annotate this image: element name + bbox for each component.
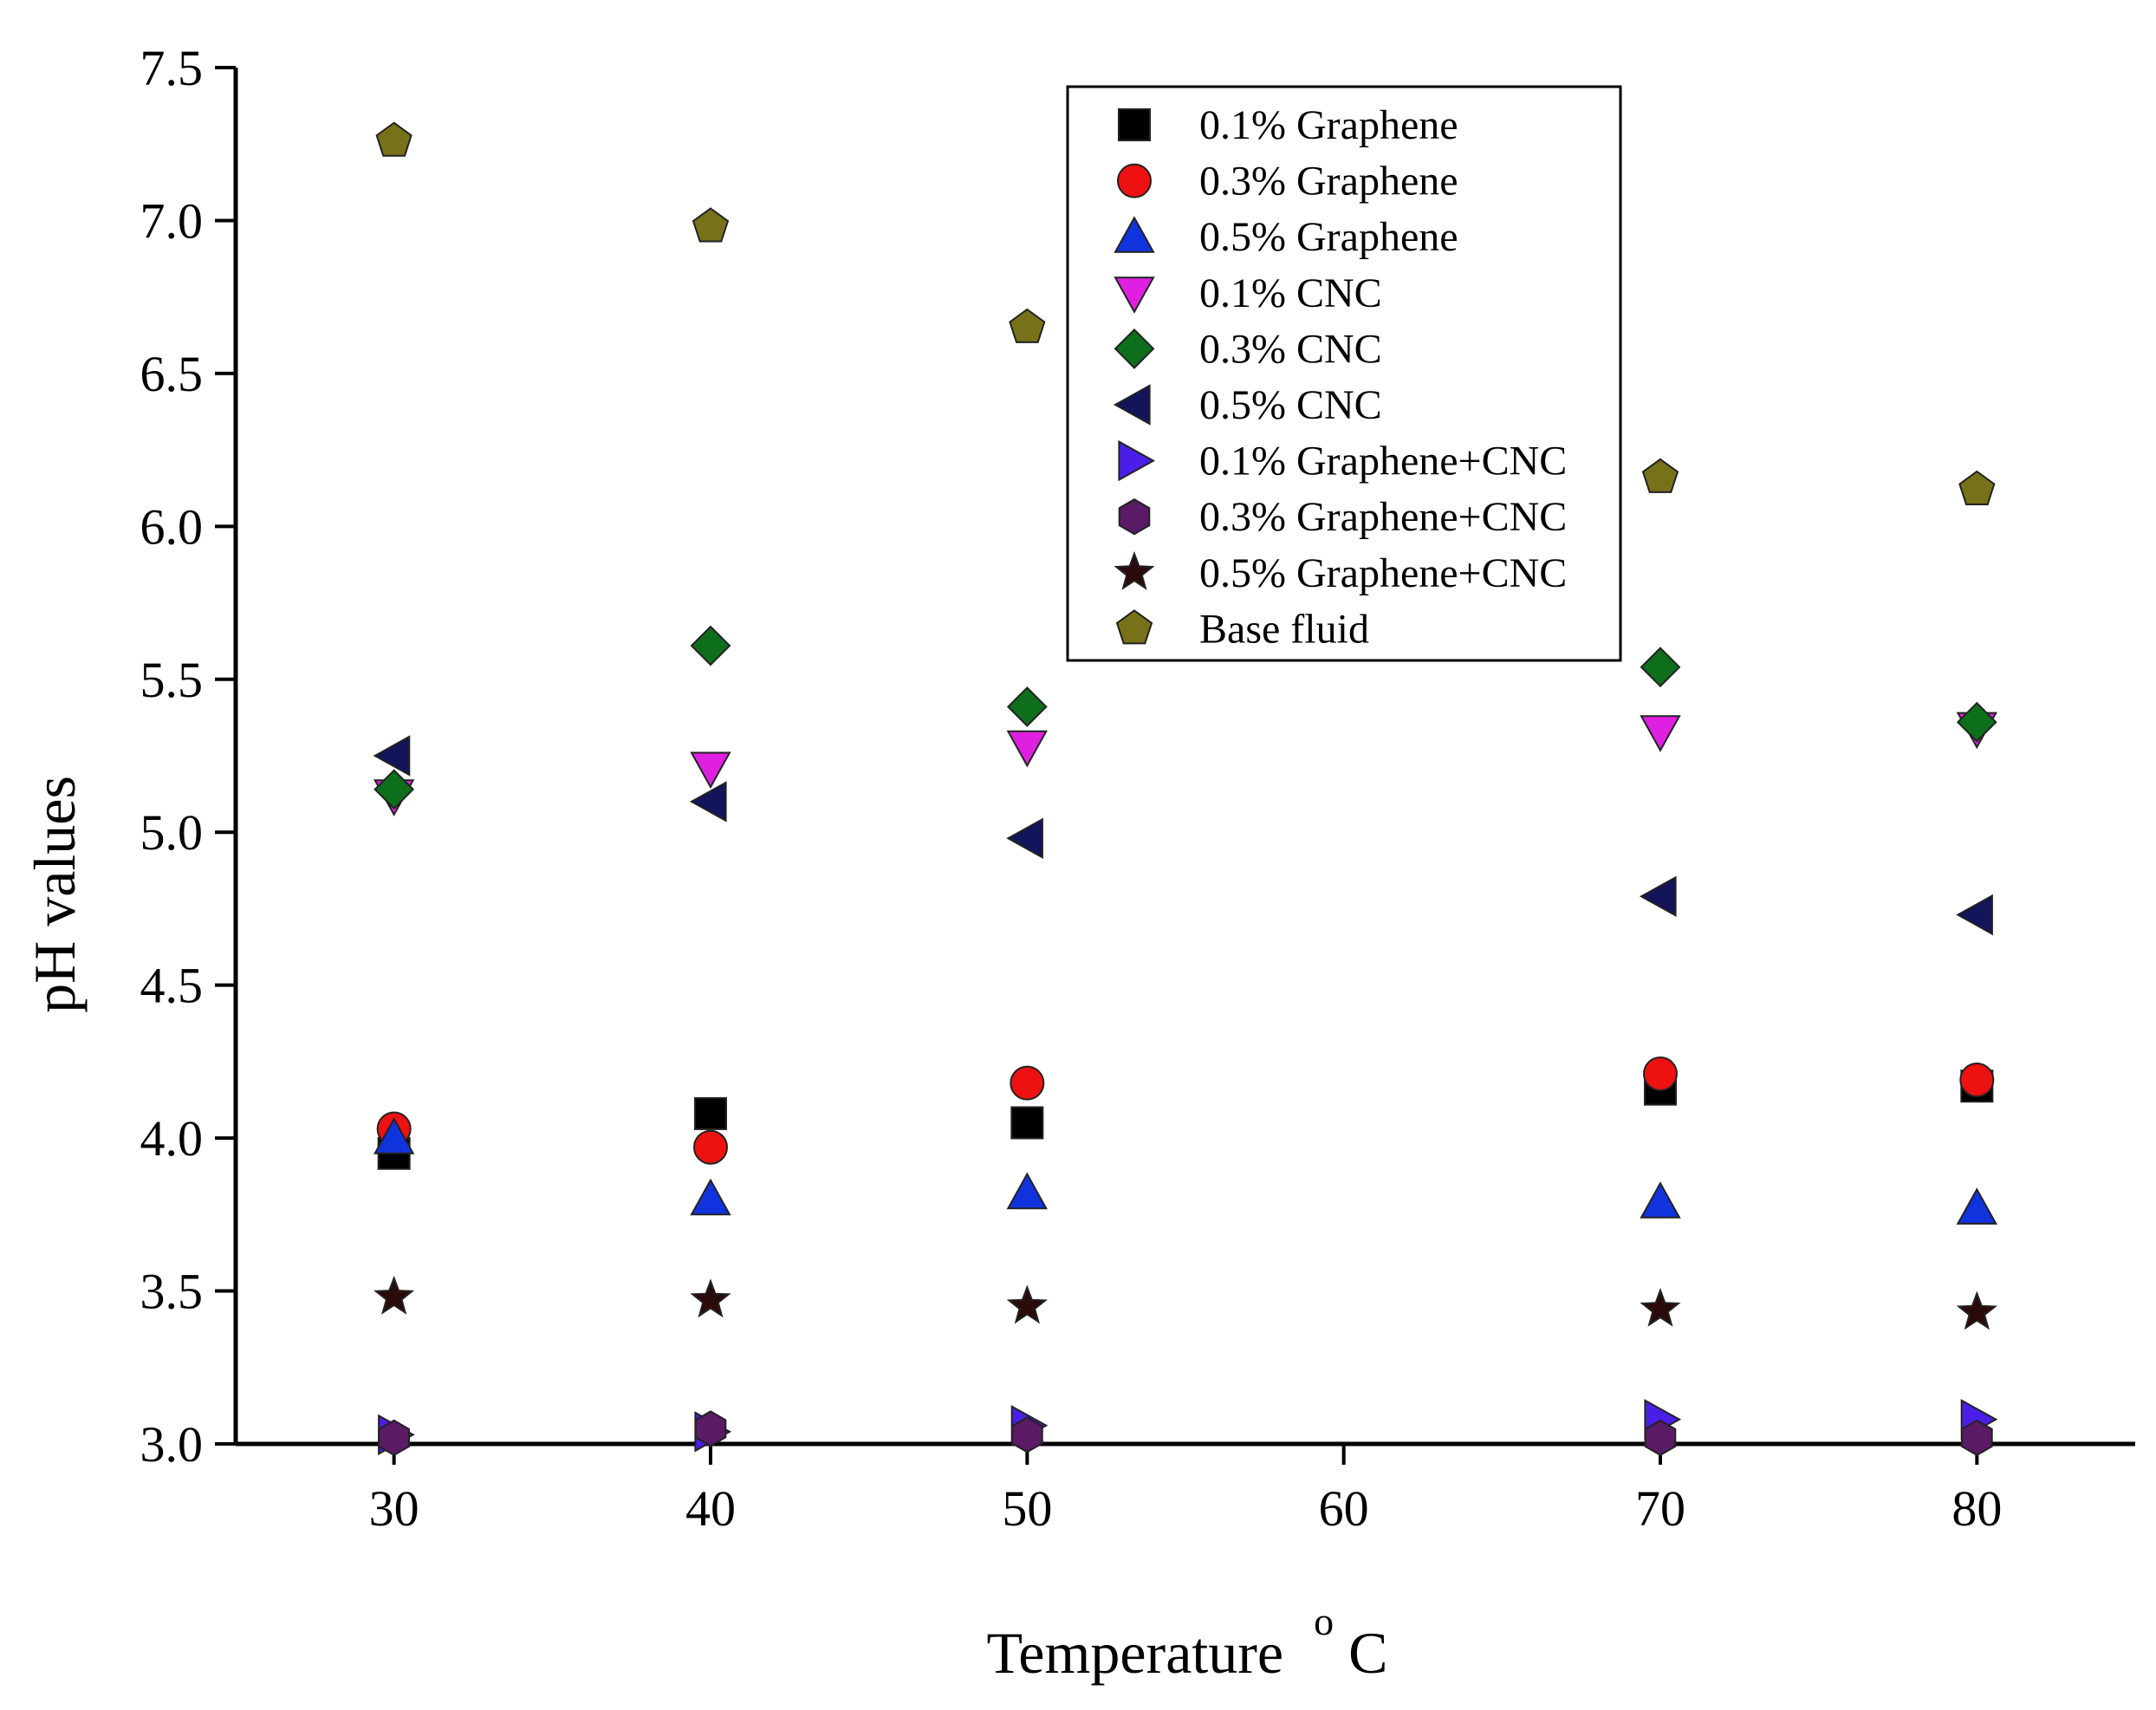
data-point	[1640, 647, 1681, 688]
data-point	[1640, 1181, 1681, 1219]
series-base-fluid	[375, 121, 1996, 505]
data-point	[690, 751, 731, 790]
legend-marker	[1114, 328, 1155, 369]
legend-label: Base fluid	[1199, 606, 1369, 652]
legend-label: 0.3% CNC	[1199, 326, 1382, 372]
data-point	[693, 1129, 728, 1165]
data-point	[1006, 817, 1043, 859]
legend-label: 0.5% Graphene+CNC	[1199, 550, 1567, 596]
data-point	[378, 1419, 410, 1457]
data-point	[1956, 701, 1997, 743]
legend-label: 0.5% Graphene	[1199, 214, 1458, 260]
data-point	[1009, 308, 1046, 343]
legend-marker	[1118, 498, 1151, 536]
data-point	[373, 769, 415, 810]
data-point	[1959, 1063, 1995, 1098]
data-point	[1006, 686, 1048, 727]
data-point	[1641, 458, 1679, 493]
legend-label: 0.5% CNC	[1199, 382, 1382, 428]
data-point	[692, 207, 730, 243]
legend-marker	[1113, 384, 1151, 426]
data-point	[1639, 875, 1677, 917]
legend: 0.1% Graphene 0.3% Graphene 0.5% Graphene 0…	[1066, 85, 1622, 662]
x-axis-title-text: Temperature	[987, 1620, 1284, 1686]
series-0-5-graphene	[373, 1117, 1997, 1225]
series-0-5-cnc	[373, 735, 1993, 936]
legend-label: 0.3% Graphene	[1199, 159, 1458, 205]
data-point	[1643, 1057, 1678, 1092]
series-0-1-cnc	[373, 712, 1997, 816]
series-0-3-graphene-cnc	[378, 1410, 1993, 1457]
y-tick-label: 7.0	[140, 192, 204, 249]
data-point	[373, 735, 411, 777]
data-point	[1006, 1172, 1048, 1210]
series-0-1-graphene	[377, 1070, 1994, 1170]
x-axis-title-unit: C	[1348, 1620, 1387, 1686]
data-point	[1006, 730, 1048, 768]
data-point	[689, 781, 727, 822]
y-tick-label: 5.0	[140, 804, 204, 861]
legend-label: 0.1% Graphene	[1199, 102, 1458, 148]
legend-label: 0.1% Graphene+CNC	[1199, 439, 1567, 484]
legend-box	[1066, 85, 1622, 662]
y-axis-title: pH values	[22, 776, 88, 1013]
x-tick-label: 60	[1319, 1480, 1369, 1537]
data-point	[694, 1096, 727, 1130]
y-tick-label: 6.0	[140, 498, 204, 555]
y-tick-label: 4.0	[140, 1110, 204, 1167]
x-tick-label: 50	[1002, 1480, 1052, 1537]
data-point	[1956, 894, 1993, 936]
legend-marker	[1114, 216, 1155, 253]
legend-marker	[1114, 550, 1155, 590]
y-tick-label: 7.5	[140, 40, 204, 96]
x-tick-label: 40	[685, 1480, 736, 1537]
y-tick-label: 5.5	[140, 652, 204, 708]
data-point	[1640, 715, 1681, 752]
x-axis-title: Temperature o C	[987, 1582, 1388, 1686]
data-point	[1961, 1419, 1993, 1457]
data-point	[1640, 1287, 1681, 1327]
legend-label: 0.1% CNC	[1199, 270, 1382, 316]
legend-marker	[1118, 108, 1151, 141]
x-tick-label: 80	[1951, 1480, 2002, 1537]
axes: 30 40 50 60 70 80 3.0 3.5 4.0 4.5 5.0 5.5 6.0 6.5 7.0 7…	[140, 40, 2135, 1537]
data-point	[1010, 1106, 1044, 1140]
data-point	[1956, 1291, 1998, 1330]
legend-marker	[1114, 276, 1155, 314]
data-point	[1006, 1284, 1049, 1324]
data-point	[373, 1275, 415, 1315]
y-tick-label: 6.5	[140, 346, 204, 402]
series-0-3-cnc	[373, 625, 1997, 810]
data-point	[690, 1278, 731, 1318]
data-point	[375, 121, 412, 157]
data-points	[373, 121, 1998, 1457]
data-point	[690, 625, 731, 666]
data-point	[1011, 1416, 1043, 1453]
x-axis-title-superscript: o	[1314, 1599, 1334, 1643]
y-tick-label: 4.5	[140, 958, 204, 1014]
series-0-5-graphene-cnc	[373, 1275, 1998, 1330]
legend-marker	[1115, 609, 1153, 645]
legend-label: 0.3% Graphene+CNC	[1199, 494, 1567, 540]
x-tick-label: 70	[1635, 1480, 1685, 1537]
legend-marker	[1118, 439, 1156, 482]
data-point	[1956, 1187, 1997, 1225]
y-tick-label: 3.5	[140, 1264, 204, 1320]
data-point	[690, 1178, 731, 1216]
data-point	[1958, 470, 1996, 505]
data-point	[1644, 1419, 1677, 1457]
legend-marker	[1117, 163, 1152, 198]
data-point	[1010, 1065, 1045, 1101]
y-tick-label: 3.0	[140, 1416, 204, 1473]
series-0-3-graphene	[376, 1057, 1995, 1165]
x-tick-label: 30	[369, 1480, 419, 1537]
data-point	[694, 1410, 727, 1447]
data-point	[373, 1117, 415, 1154]
